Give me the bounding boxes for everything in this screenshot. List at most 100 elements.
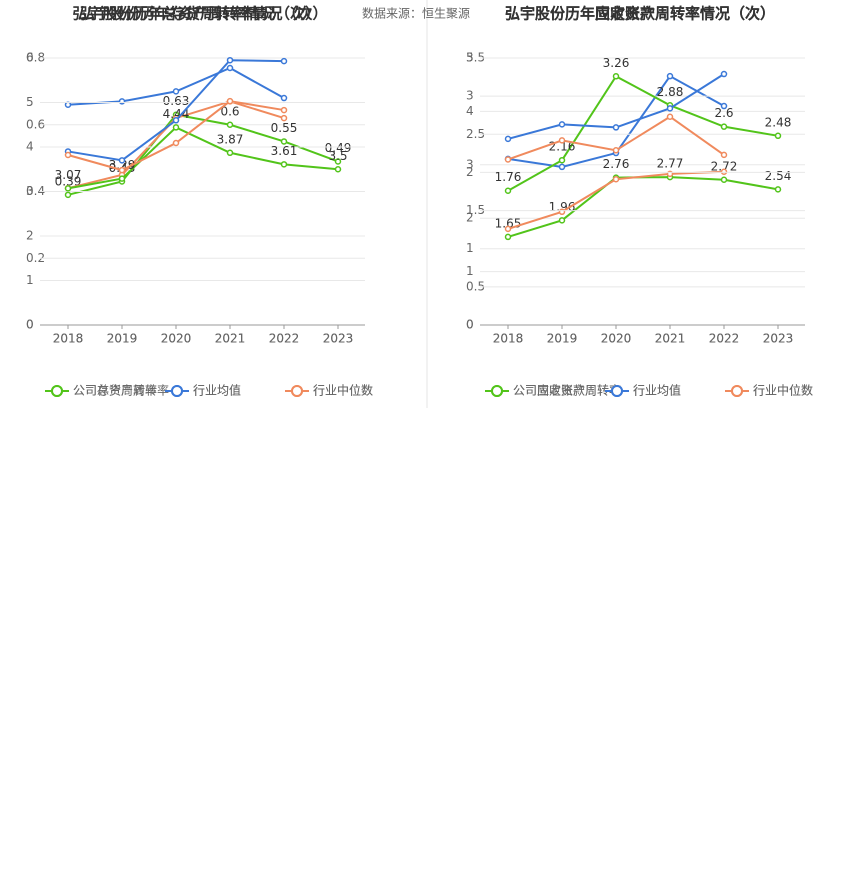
legend-label: 行业均值 <box>633 383 681 398</box>
x-tick-label: 2020 <box>161 332 192 346</box>
x-tick-label: 2023 <box>323 332 354 346</box>
y-tick-label: 3 <box>26 184 34 198</box>
x-tick-label: 2019 <box>107 332 138 346</box>
y-tick-label: 4 <box>26 140 34 154</box>
y-tick-label: 0.5 <box>466 279 485 293</box>
point <box>558 137 566 144</box>
point <box>334 158 342 165</box>
chart-title: 弘宇股份历年应收账款周转率情况（次） <box>505 5 775 23</box>
point <box>720 123 728 130</box>
data-label: 0.55 <box>271 121 298 135</box>
y-tick-label: 0.6 <box>26 117 45 131</box>
point <box>720 176 728 184</box>
y-tick-label: 0.2 <box>26 251 45 265</box>
legend-marker <box>51 385 63 397</box>
series-line <box>67 126 339 190</box>
point <box>226 121 234 128</box>
legend-marker <box>491 385 503 397</box>
legend-label: 公司固定资产周转率 <box>513 383 621 398</box>
y-tick-label: 4 <box>466 104 474 118</box>
x-tick-label: 2022 <box>269 332 300 346</box>
x-tick-label: 2020 <box>601 332 632 346</box>
x-tick-label: 2021 <box>655 332 686 346</box>
legend-label: 公司存货周转率 <box>73 383 157 398</box>
y-tick-label: 3.5 <box>466 51 485 65</box>
series-line <box>507 74 779 192</box>
legend-marker <box>731 385 743 397</box>
y-tick-label: 2 <box>466 211 474 225</box>
point <box>334 166 342 173</box>
point <box>612 147 620 154</box>
x-tick-label: 2019 <box>547 332 578 346</box>
point <box>118 166 126 174</box>
point <box>118 98 126 105</box>
y-tick-label: 2 <box>466 165 474 179</box>
data-label: 3.26 <box>603 56 630 70</box>
y-tick-label: 6 <box>26 51 34 65</box>
point <box>504 135 512 143</box>
point <box>118 157 126 164</box>
point <box>720 151 728 159</box>
x-tick-label: 2022 <box>709 332 740 346</box>
y-tick-label: 5 <box>26 95 34 109</box>
chart-title: 弘宇股份历年固定资产周转率情况（次） <box>505 5 775 23</box>
chart-title: 弘宇股份历年总资产周转率情况（次） <box>72 5 327 23</box>
data-label: 4.44 <box>163 107 190 121</box>
x-tick-label: 2019 <box>547 332 578 346</box>
point <box>280 138 288 145</box>
point <box>280 94 288 102</box>
point <box>558 121 566 128</box>
x-tick-label: 2020 <box>601 332 632 346</box>
point <box>504 156 512 163</box>
point <box>226 64 234 72</box>
data-label: 2.76 <box>603 157 630 171</box>
x-tick-label: 2018 <box>493 332 524 346</box>
point <box>612 124 620 131</box>
data-label: 0.6 <box>220 104 239 118</box>
data-label: 3.5 <box>328 149 347 163</box>
x-tick-label: 2019 <box>107 332 138 346</box>
y-tick-label: 5 <box>466 51 474 65</box>
legend-label: 行业中位数 <box>753 383 813 398</box>
point <box>172 124 180 131</box>
y-tick-label: 0.4 <box>26 184 45 198</box>
y-tick-label: 0 <box>26 318 34 332</box>
data-label: 2.72 <box>711 159 738 173</box>
data-label: 2.48 <box>765 115 792 129</box>
data-label: 2.6 <box>714 106 733 120</box>
y-tick-label: 1 <box>466 264 474 278</box>
point <box>558 217 566 224</box>
y-tick-label: 0 <box>466 318 474 332</box>
point <box>612 73 620 80</box>
x-tick-label: 2021 <box>215 332 246 346</box>
legend-label: 行业中位数 <box>313 383 373 398</box>
x-tick-label: 2022 <box>269 332 300 346</box>
legend-marker <box>291 385 303 397</box>
point <box>226 56 234 64</box>
point <box>666 72 674 80</box>
point <box>64 185 72 192</box>
chart-title: 弘宇股份历年存货周转率情况（次） <box>80 5 320 23</box>
x-tick-label: 2020 <box>161 332 192 346</box>
data-label: 1.76 <box>495 170 522 184</box>
data-label: 0.49 <box>325 141 352 155</box>
y-tick-label: 0 <box>26 318 34 332</box>
legend-marker <box>171 385 183 397</box>
data-label: 0.63 <box>163 94 190 108</box>
legend-label: 公司总资产周转率 <box>73 383 169 398</box>
x-tick-label: 2021 <box>215 332 246 346</box>
point <box>720 168 728 175</box>
x-tick-label: 2023 <box>323 332 354 346</box>
point <box>774 132 782 140</box>
legend-label: 行业均值 <box>633 383 681 398</box>
point <box>64 191 72 199</box>
point <box>280 57 288 65</box>
source: 数据来源：恒生聚源 <box>362 6 470 21</box>
x-tick-label: 2023 <box>763 332 794 346</box>
x-tick-label: 2021 <box>655 332 686 346</box>
y-tick-label: 0.8 <box>26 51 45 65</box>
point <box>172 117 180 124</box>
data-label: 2.54 <box>765 169 792 183</box>
point <box>612 175 620 183</box>
